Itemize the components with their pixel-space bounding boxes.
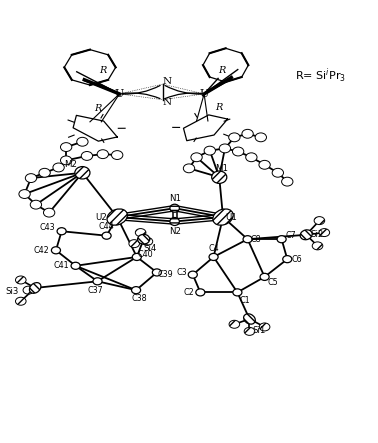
Text: C4: C4 (208, 244, 219, 253)
Ellipse shape (233, 289, 242, 296)
Ellipse shape (142, 237, 153, 245)
Ellipse shape (282, 177, 293, 186)
Text: Si3: Si3 (6, 287, 19, 296)
Text: C2: C2 (184, 288, 194, 297)
Ellipse shape (229, 133, 240, 142)
Ellipse shape (39, 168, 50, 177)
Ellipse shape (209, 253, 218, 260)
Ellipse shape (170, 218, 179, 225)
Ellipse shape (219, 144, 231, 153)
Ellipse shape (204, 146, 215, 155)
Ellipse shape (283, 256, 292, 263)
Ellipse shape (170, 204, 179, 212)
Ellipse shape (232, 147, 244, 156)
Ellipse shape (188, 271, 197, 278)
Text: N2: N2 (169, 227, 181, 236)
Text: C3: C3 (176, 268, 187, 277)
Text: C38: C38 (131, 294, 147, 303)
Ellipse shape (260, 273, 269, 280)
Text: C40: C40 (137, 250, 153, 259)
Text: C43: C43 (39, 223, 55, 232)
Ellipse shape (132, 253, 141, 260)
Ellipse shape (191, 153, 202, 162)
Ellipse shape (23, 286, 34, 294)
Ellipse shape (229, 320, 240, 328)
Text: C1: C1 (240, 296, 250, 305)
Ellipse shape (246, 153, 257, 162)
Ellipse shape (244, 327, 255, 335)
Text: C41: C41 (53, 261, 69, 270)
Text: R: R (99, 66, 106, 75)
Text: C39: C39 (157, 270, 173, 279)
Ellipse shape (213, 209, 233, 225)
Text: M2: M2 (65, 160, 77, 169)
Text: R: R (215, 103, 223, 112)
Text: R= Si$^{i}$Pr$_3$: R= Si$^{i}$Pr$_3$ (295, 66, 346, 85)
Ellipse shape (93, 278, 102, 285)
Ellipse shape (129, 240, 139, 248)
Text: U: U (200, 89, 209, 99)
Ellipse shape (57, 228, 66, 235)
Ellipse shape (81, 152, 93, 160)
Ellipse shape (259, 323, 270, 331)
Text: C37: C37 (88, 286, 104, 295)
Ellipse shape (196, 289, 205, 296)
Text: N: N (163, 98, 172, 107)
Text: C6: C6 (291, 255, 302, 264)
Ellipse shape (19, 190, 30, 198)
Text: C44: C44 (99, 222, 115, 231)
Ellipse shape (244, 314, 255, 324)
Text: R: R (218, 66, 226, 75)
Ellipse shape (132, 287, 141, 294)
Ellipse shape (259, 160, 270, 169)
Text: U: U (115, 89, 124, 99)
Text: U2: U2 (95, 213, 107, 222)
Ellipse shape (30, 200, 42, 209)
Text: N1: N1 (169, 194, 181, 203)
Ellipse shape (152, 269, 161, 276)
Ellipse shape (312, 242, 323, 250)
Ellipse shape (71, 262, 80, 269)
Text: U1: U1 (225, 213, 237, 222)
Ellipse shape (300, 230, 312, 240)
Ellipse shape (25, 174, 37, 183)
Ellipse shape (29, 283, 41, 293)
Ellipse shape (135, 229, 146, 237)
Ellipse shape (53, 163, 64, 172)
Text: C5: C5 (268, 278, 278, 287)
Ellipse shape (319, 229, 330, 237)
Ellipse shape (60, 156, 72, 165)
Text: Si2: Si2 (310, 230, 324, 239)
Ellipse shape (212, 171, 227, 183)
Ellipse shape (243, 236, 252, 243)
Ellipse shape (77, 137, 88, 146)
Ellipse shape (183, 164, 195, 173)
Ellipse shape (15, 276, 26, 284)
Ellipse shape (255, 133, 266, 142)
Ellipse shape (112, 151, 123, 159)
Ellipse shape (15, 297, 26, 305)
Text: R: R (94, 104, 101, 113)
Ellipse shape (272, 168, 284, 177)
Text: C8: C8 (251, 235, 261, 244)
Ellipse shape (277, 236, 286, 243)
Ellipse shape (138, 234, 150, 244)
Text: N: N (163, 77, 172, 86)
Ellipse shape (242, 129, 253, 138)
Ellipse shape (60, 143, 72, 152)
Ellipse shape (51, 247, 60, 254)
Ellipse shape (102, 232, 111, 239)
Ellipse shape (75, 167, 90, 179)
Ellipse shape (314, 217, 325, 225)
Text: Si1: Si1 (252, 326, 266, 334)
Text: Si4: Si4 (144, 245, 157, 253)
Ellipse shape (107, 209, 127, 225)
Ellipse shape (43, 208, 55, 217)
Text: M1: M1 (215, 164, 228, 173)
Ellipse shape (97, 150, 108, 159)
Text: C7: C7 (286, 231, 296, 240)
Text: C42: C42 (34, 246, 50, 255)
